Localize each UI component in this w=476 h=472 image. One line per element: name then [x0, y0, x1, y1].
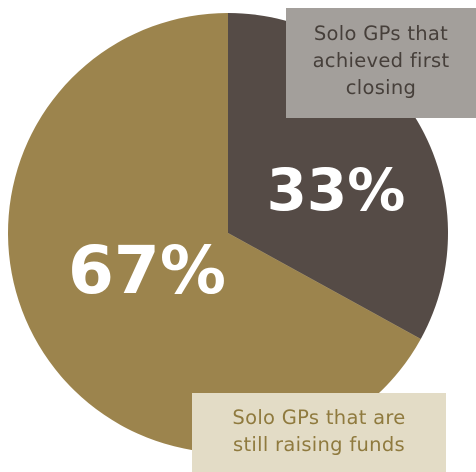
callout-line: achieved first [312, 49, 450, 72]
legend-callout-still-raising: Solo GPs that are still raising funds [192, 393, 446, 472]
legend-callout-first-closing: Solo GPs that achieved first closing [286, 8, 476, 118]
callout-line: still raising funds [233, 433, 405, 456]
callout-line: Solo GPs that [313, 22, 449, 45]
slice-label-first-closing: 33% [267, 156, 406, 224]
callout-line: closing [345, 76, 417, 99]
slice-label-still-raising: 67% [68, 232, 226, 309]
callout-line: Solo GPs that are [232, 406, 406, 429]
slice-still-raising [7, 13, 421, 453]
